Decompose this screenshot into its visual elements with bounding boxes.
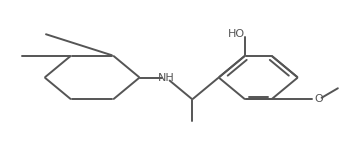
Text: NH: NH	[157, 73, 174, 83]
Text: HO: HO	[228, 29, 245, 39]
Text: O: O	[315, 94, 323, 104]
